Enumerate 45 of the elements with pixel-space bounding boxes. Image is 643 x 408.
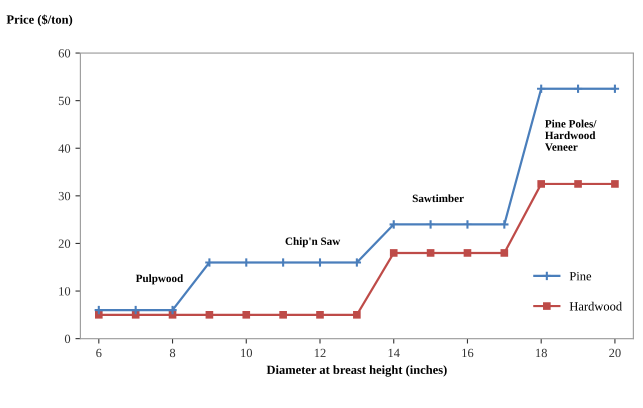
point bbox=[94, 304, 104, 316]
point bbox=[206, 311, 214, 319]
annotation: Pine Poles/ Hardwood Veneer bbox=[545, 120, 597, 151]
y-tick-label: 30 bbox=[58, 192, 70, 200]
legend-label: Hardwood bbox=[570, 302, 622, 311]
legend-label: Pine bbox=[570, 272, 592, 280]
point bbox=[572, 84, 584, 94]
point bbox=[500, 249, 508, 257]
y-tick-label: 0 bbox=[64, 334, 70, 344]
x-axis-title: Diameter at breast height (inches) bbox=[266, 365, 447, 377]
annotation: Pulpwood bbox=[136, 274, 184, 284]
x-tick-label: 20 bbox=[609, 348, 621, 358]
point bbox=[353, 311, 361, 319]
point bbox=[426, 249, 434, 257]
y-tick-label: 50 bbox=[58, 96, 70, 106]
point bbox=[536, 84, 546, 94]
y-tick-label: 10 bbox=[59, 287, 70, 296]
y-tick-label: 40 bbox=[58, 144, 70, 153]
point bbox=[499, 219, 510, 230]
point bbox=[130, 304, 141, 316]
point bbox=[462, 219, 473, 230]
point bbox=[464, 249, 472, 257]
x-tick-label: 12 bbox=[314, 348, 326, 358]
point bbox=[574, 180, 582, 188]
point bbox=[388, 219, 399, 230]
x-tick-label: 8 bbox=[170, 348, 176, 358]
point bbox=[610, 84, 620, 94]
point bbox=[316, 311, 324, 319]
x-tick-label: 18 bbox=[536, 348, 547, 358]
x-tick-label: 16 bbox=[462, 348, 474, 358]
point bbox=[167, 304, 178, 316]
point bbox=[279, 311, 287, 319]
x-tick-label: 6 bbox=[96, 348, 102, 358]
point bbox=[425, 219, 436, 230]
point bbox=[537, 180, 546, 188]
y-axis-title: Price ($/ton) bbox=[6, 14, 72, 26]
y-tick-label: 60 bbox=[58, 49, 70, 58]
annotation: Sawtimber bbox=[412, 194, 464, 202]
x-tick-label: 10 bbox=[241, 348, 252, 358]
point bbox=[242, 311, 250, 319]
y-tick-label: 20 bbox=[58, 239, 70, 248]
annotation: Chip'n Saw bbox=[286, 237, 340, 248]
x-tick-label: 14 bbox=[388, 348, 400, 358]
point bbox=[611, 180, 619, 188]
point bbox=[390, 249, 398, 257]
